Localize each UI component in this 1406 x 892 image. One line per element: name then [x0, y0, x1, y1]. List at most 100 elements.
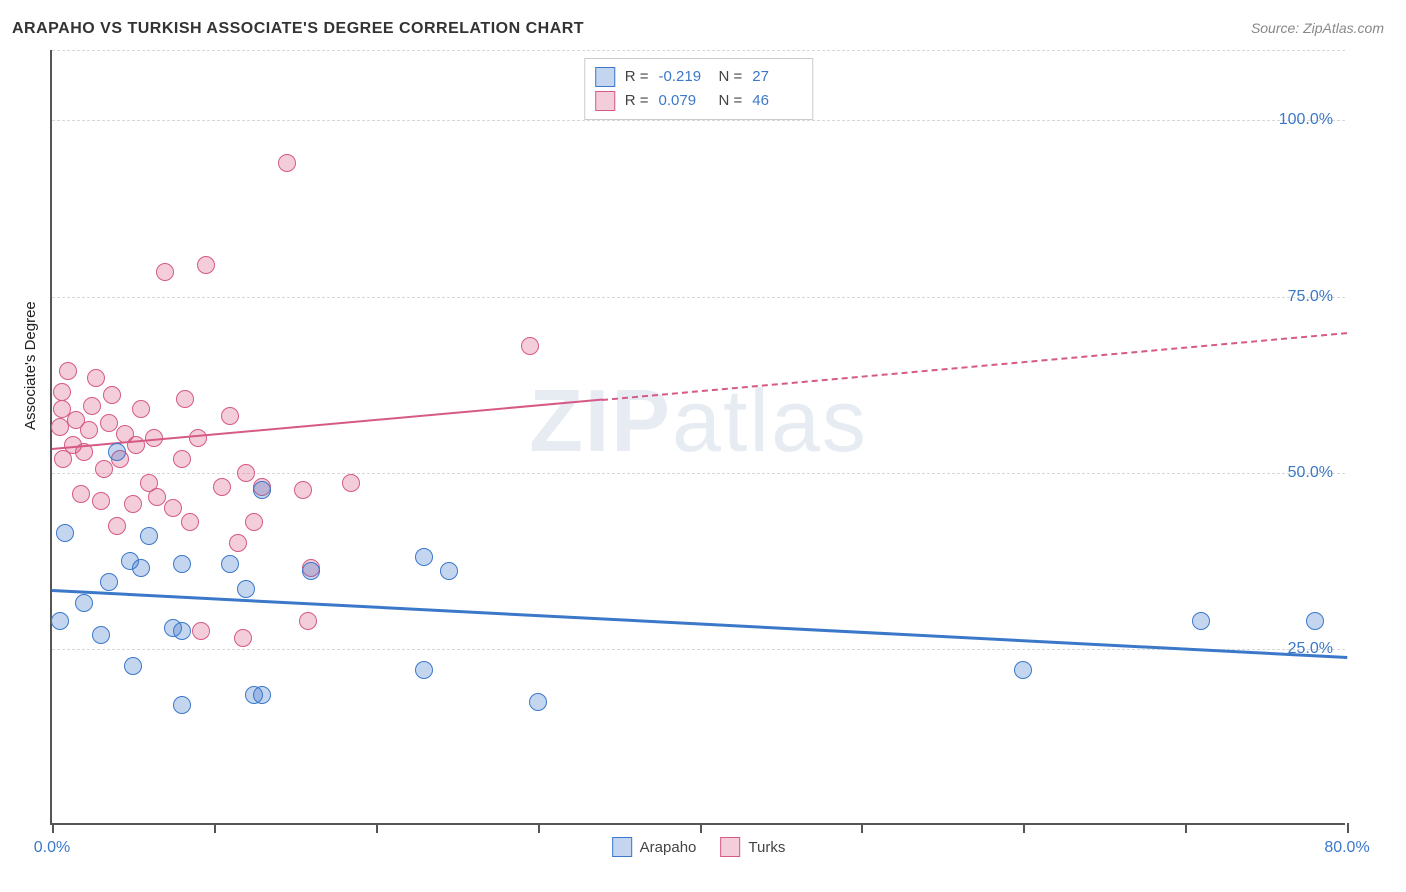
data-point [56, 524, 74, 542]
data-point [302, 562, 320, 580]
x-tick [1023, 823, 1025, 833]
data-point [108, 443, 126, 461]
y-axis-label: Associate's Degree [22, 301, 39, 430]
chart-title: ARAPAHO VS TURKISH ASSOCIATE'S DEGREE CO… [12, 20, 584, 38]
chart-source: Source: ZipAtlas.com [1251, 20, 1384, 36]
plot-area: ZIPatlas R = -0.219 N = 27 R = 0.079 N =… [50, 50, 1345, 825]
data-point [229, 534, 247, 552]
data-point [299, 612, 317, 630]
y-tick-label: 50.0% [1288, 464, 1333, 482]
x-tick-label: 80.0% [1324, 839, 1369, 857]
x-tick [52, 823, 54, 833]
data-point [132, 400, 150, 418]
swatch-turks-icon [595, 91, 615, 111]
data-point [521, 337, 539, 355]
data-point [92, 626, 110, 644]
correlation-legend-row-turks: R = 0.079 N = 46 [595, 89, 803, 113]
data-point [245, 513, 263, 531]
data-point [342, 474, 360, 492]
legend-n-label: N = [719, 89, 743, 113]
data-point [221, 555, 239, 573]
x-tick [861, 823, 863, 833]
gridline [52, 120, 1345, 121]
correlation-legend: R = -0.219 N = 27 R = 0.079 N = 46 [584, 58, 814, 120]
x-tick [538, 823, 540, 833]
data-point [173, 555, 191, 573]
data-point [164, 499, 182, 517]
data-point [51, 612, 69, 630]
swatch-turks-icon [720, 837, 740, 857]
data-point [145, 429, 163, 447]
data-point [237, 580, 255, 598]
data-point [1014, 661, 1032, 679]
x-tick [700, 823, 702, 833]
data-point [59, 362, 77, 380]
legend-r-value-turks: 0.079 [659, 89, 709, 113]
data-point [234, 629, 252, 647]
data-point [253, 686, 271, 704]
y-tick-label: 100.0% [1279, 111, 1333, 129]
series-legend-label: Turks [748, 839, 785, 856]
series-legend-label: Arapaho [640, 839, 697, 856]
data-point [75, 594, 93, 612]
data-point [124, 495, 142, 513]
data-point [121, 552, 139, 570]
legend-r-value-arapaho: -0.219 [659, 65, 709, 89]
data-point [148, 488, 166, 506]
data-point [80, 421, 98, 439]
watermark-bold: ZIP [529, 371, 672, 470]
data-point [127, 436, 145, 454]
data-point [415, 548, 433, 566]
data-point [1192, 612, 1210, 630]
swatch-arapaho-icon [595, 67, 615, 87]
y-tick-label: 75.0% [1288, 288, 1333, 306]
series-legend-item-turks: Turks [720, 837, 785, 857]
data-point [95, 460, 113, 478]
data-point [278, 154, 296, 172]
data-point [197, 256, 215, 274]
data-point [237, 464, 255, 482]
data-point [176, 390, 194, 408]
data-point [100, 414, 118, 432]
x-tick [214, 823, 216, 833]
x-tick [376, 823, 378, 833]
gridline [52, 50, 1345, 51]
data-point [92, 492, 110, 510]
data-point [124, 657, 142, 675]
data-point [221, 407, 239, 425]
data-point [108, 517, 126, 535]
data-point [53, 383, 71, 401]
data-point [173, 450, 191, 468]
data-point [192, 622, 210, 640]
series-legend-item-arapaho: Arapaho [612, 837, 697, 857]
gridline [52, 649, 1345, 650]
data-point [213, 478, 231, 496]
data-point [100, 573, 118, 591]
legend-r-label: R = [625, 89, 649, 113]
legend-n-value-turks: 46 [752, 89, 802, 113]
legend-n-value-arapaho: 27 [752, 65, 802, 89]
data-point [529, 693, 547, 711]
data-point [294, 481, 312, 499]
legend-n-label: N = [719, 65, 743, 89]
data-point [75, 443, 93, 461]
data-point [181, 513, 199, 531]
legend-r-label: R = [625, 65, 649, 89]
series-legend: Arapaho Turks [612, 837, 786, 857]
watermark: ZIPatlas [529, 370, 868, 472]
data-point [189, 429, 207, 447]
regression-line-extrapolated [602, 332, 1347, 401]
x-tick [1185, 823, 1187, 833]
data-point [156, 263, 174, 281]
x-tick-label: 0.0% [34, 839, 70, 857]
data-point [173, 696, 191, 714]
data-point [140, 527, 158, 545]
x-tick [1347, 823, 1349, 833]
swatch-arapaho-icon [612, 837, 632, 857]
data-point [103, 386, 121, 404]
data-point [1306, 612, 1324, 630]
data-point [415, 661, 433, 679]
data-point [72, 485, 90, 503]
data-point [87, 369, 105, 387]
correlation-legend-row-arapaho: R = -0.219 N = 27 [595, 65, 803, 89]
